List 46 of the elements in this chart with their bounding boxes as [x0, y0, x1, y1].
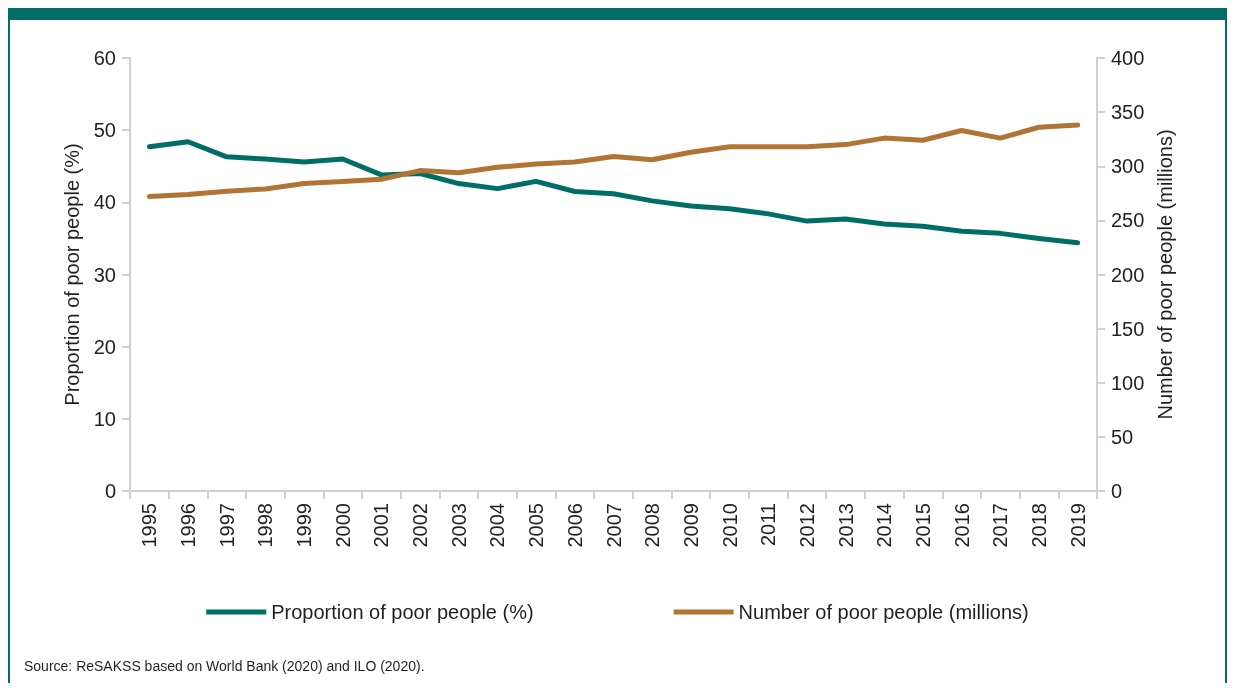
y-axis-title: Proportion of poor people (%): [61, 143, 83, 406]
y-tick-label: 40: [93, 191, 116, 214]
x-tick-label: 2000: [331, 503, 354, 548]
y2-tick-label: 250: [1111, 209, 1145, 232]
x-tick-label: 2013: [834, 503, 857, 548]
x-tick-label: 2009: [679, 503, 702, 548]
y2-tick-label: 0: [1111, 480, 1123, 502]
y2-axis-title: Number of poor people (millions): [1154, 129, 1177, 420]
legend-label: Proportion of poor people (%): [271, 601, 534, 623]
x-tick-label: 1997: [215, 503, 238, 548]
y2-tick-label: 300: [1111, 155, 1145, 178]
y2-tick-label: 100: [1111, 371, 1145, 394]
x-tick-label: 1998: [254, 503, 277, 548]
x-tick-label: 2007: [602, 503, 625, 548]
y2-tick-label: 400: [1111, 47, 1145, 69]
x-tick-label: 2015: [911, 503, 934, 548]
x-tick-label: 2010: [718, 503, 741, 548]
x-tick-label: 2017: [989, 503, 1012, 548]
y-tick-label: 20: [93, 335, 116, 358]
x-tick-label: 2002: [409, 503, 432, 548]
x-tick-label: 2014: [873, 503, 896, 548]
x-tick-label: 2008: [641, 503, 664, 548]
x-tick-label: 2018: [1027, 503, 1050, 548]
y-tick-label: 10: [93, 407, 116, 430]
legend-label: Number of poor people (millions): [738, 601, 1029, 623]
x-tick-label: 2006: [563, 503, 586, 548]
x-tick-label: 2016: [950, 503, 973, 548]
x-tick-label: 2003: [447, 503, 470, 548]
x-tick-label: 1995: [138, 503, 161, 548]
y2-tick-label: 200: [1111, 263, 1145, 286]
y-tick-label: 0: [104, 480, 116, 502]
x-tick-label: 2019: [1066, 503, 1089, 548]
x-tick-label: 1996: [177, 503, 200, 548]
x-tick-label: 2004: [486, 503, 509, 548]
x-tick-label: 2001: [370, 503, 393, 548]
y-tick-label: 50: [93, 119, 116, 142]
y-tick-label: 60: [93, 47, 116, 69]
y2-tick-label: 350: [1111, 101, 1145, 124]
x-tick-label: 2005: [525, 503, 548, 548]
x-tick-label: 1999: [293, 503, 316, 548]
y-tick-label: 30: [93, 263, 116, 286]
x-tick-label: 2012: [795, 503, 818, 548]
x-tick-label: 2011: [757, 503, 780, 547]
source-note: Source: ReSAKSS based on World Bank (2020) and ILO (2020).: [24, 658, 425, 674]
y2-tick-label: 50: [1111, 425, 1134, 448]
y2-tick-label: 150: [1111, 317, 1145, 340]
